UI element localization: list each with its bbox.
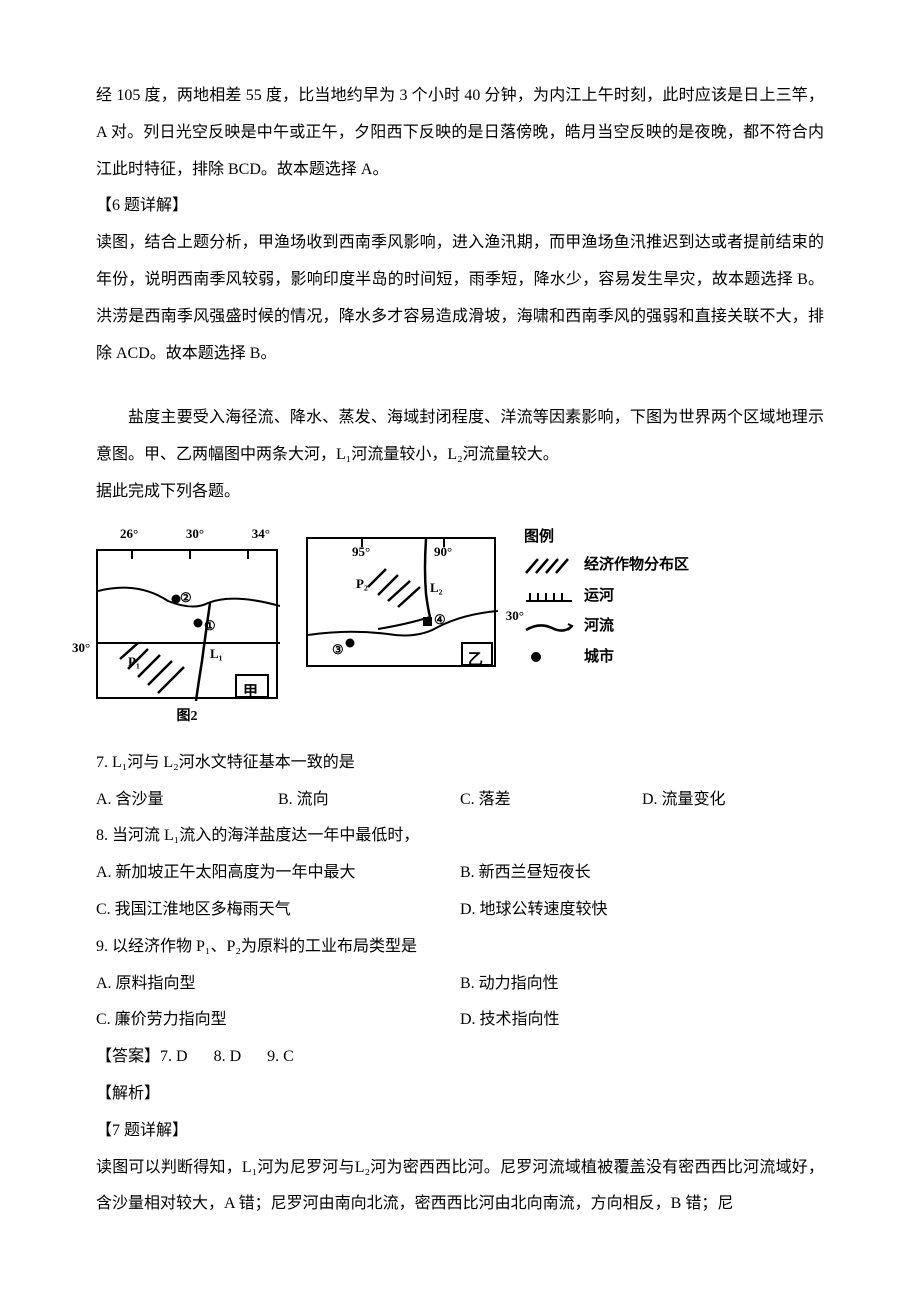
p2-label: P₂ xyxy=(356,569,368,599)
l1-label: L₁ xyxy=(210,639,223,669)
q7-opt-b: B. 流向 xyxy=(278,782,460,819)
hatch-icon xyxy=(524,557,574,575)
q9-opt-d: D. 技术指向性 xyxy=(460,1002,824,1039)
q7-explanation: 读图可以判断得知，L₁河为尼罗河与L₂河为密西西比河。尼罗河流域植被覆盖没有密西… xyxy=(96,1150,824,1224)
q9-options-row2: C. 廉价劳力指向型 D. 技术指向性 xyxy=(96,1002,824,1039)
q6-heading: 【6 题详解】 xyxy=(96,188,824,225)
legend-label: 河流 xyxy=(584,612,614,641)
legend-item-canal: 运河 xyxy=(524,582,689,611)
answers: 【答案】7. D 8. D 9. C xyxy=(96,1039,824,1076)
lon-tick: 90° xyxy=(434,537,452,567)
legend-label: 城市 xyxy=(584,643,614,672)
lon-tick: 26° xyxy=(120,519,138,549)
lon-tick: 34° xyxy=(252,519,270,549)
ans-9: 9. C xyxy=(267,1039,294,1076)
lon-tick: 30° xyxy=(186,519,204,549)
q9-stem: 9. 以经济作物 P₁、P₂为原料的工业布局类型是 xyxy=(96,929,824,966)
lat-tick: 30° xyxy=(506,601,524,631)
city-1-label: ① xyxy=(204,611,216,641)
legend: 图例 经济作物分布区 xyxy=(524,519,689,674)
legend-label: 运河 xyxy=(584,582,614,611)
q9-options-row1: A. 原料指向型 B. 动力指向性 xyxy=(96,966,824,1003)
q7-opt-c: C. 落差 xyxy=(460,782,642,819)
q8-opt-c: C. 我国江淮地区多梅雨天气 xyxy=(96,892,460,929)
q7-options: A. 含沙量 B. 流向 C. 落差 D. 流量变化 xyxy=(96,782,824,819)
map-jia-wrapper: 26° 30° 34° xyxy=(96,519,278,733)
legend-label: 经济作物分布区 xyxy=(584,551,689,580)
legend-title: 图例 xyxy=(524,523,689,552)
q8-opt-b: B. 新西兰昼短夜长 xyxy=(460,855,824,892)
legend-item-hatch: 经济作物分布区 xyxy=(524,551,689,580)
explain-heading: 【解析】 xyxy=(96,1076,824,1113)
q7-opt-d: D. 流量变化 xyxy=(642,782,824,819)
q7-opt-a: A. 含沙量 xyxy=(96,782,278,819)
yi-label: 乙 xyxy=(468,643,483,678)
city-icon xyxy=(524,648,574,666)
p1-label: P₁ xyxy=(128,647,140,677)
q8-options-row1: A. 新加坡正午太阳高度为一年中最大 B. 新西兰昼短夜长 xyxy=(96,855,824,892)
passage-intro: 盐度主要受入海径流、降水、蒸发、海域封闭程度、洋流等因素影响，下图为世界两个区域… xyxy=(96,400,824,474)
city-2-label: ② xyxy=(180,583,192,613)
lon-tick: 95° xyxy=(352,537,370,567)
answers-label: 【答案】 xyxy=(96,1048,160,1065)
q7-stem: 7. L₁河与 L₂河水文特征基本一致的是 xyxy=(96,745,824,782)
section-gap xyxy=(96,372,824,400)
paragraph-continuation: 经 105 度，两地相差 55 度，比当地约早为 3 个小时 40 分钟，为内江… xyxy=(96,78,824,188)
q9-opt-c: C. 廉价劳力指向型 xyxy=(96,1002,460,1039)
ans-8: 8. D xyxy=(214,1039,242,1076)
q9-opt-a: A. 原料指向型 xyxy=(96,966,460,1003)
lat-tick: 30° xyxy=(72,633,90,663)
q8-options-row2: C. 我国江淮地区多梅雨天气 D. 地球公转速度较快 xyxy=(96,892,824,929)
legend-item-river: 河流 xyxy=(524,612,689,641)
map-yi-wrapper: 95° 90° 30° P₂ L₂ ③ ④ 乙 xyxy=(306,537,496,667)
city-3-label: ③ xyxy=(332,635,344,665)
city-4-label: ④ xyxy=(434,605,446,635)
q9-opt-b: B. 动力指向性 xyxy=(460,966,824,1003)
figure-2: 26° 30° 34° xyxy=(96,519,824,733)
river-icon xyxy=(524,618,574,636)
q8-opt-d: D. 地球公转速度较快 xyxy=(460,892,824,929)
q8-stem: 8. 当河流 L₁流入的海洋盐度达一年中最低时， xyxy=(96,818,824,855)
legend-item-city: 城市 xyxy=(524,643,689,672)
q6-explanation: 读图，结合上题分析，甲渔场收到西南季风影响，进入渔汛期，而甲渔场鱼汛推迟到达或者… xyxy=(96,225,824,372)
l2-label: L₂ xyxy=(430,573,443,603)
ans-7: 7. D xyxy=(160,1048,188,1065)
canal-icon xyxy=(524,587,574,605)
q7-heading: 【7 题详解】 xyxy=(96,1113,824,1150)
page: 经 105 度，两地相差 55 度，比当地约早为 3 个小时 40 分钟，为内江… xyxy=(0,0,920,1302)
passage-intro-cont: 据此完成下列各题。 xyxy=(96,474,824,511)
q8-opt-a: A. 新加坡正午太阳高度为一年中最大 xyxy=(96,855,460,892)
jia-label: 甲 xyxy=(243,675,258,710)
